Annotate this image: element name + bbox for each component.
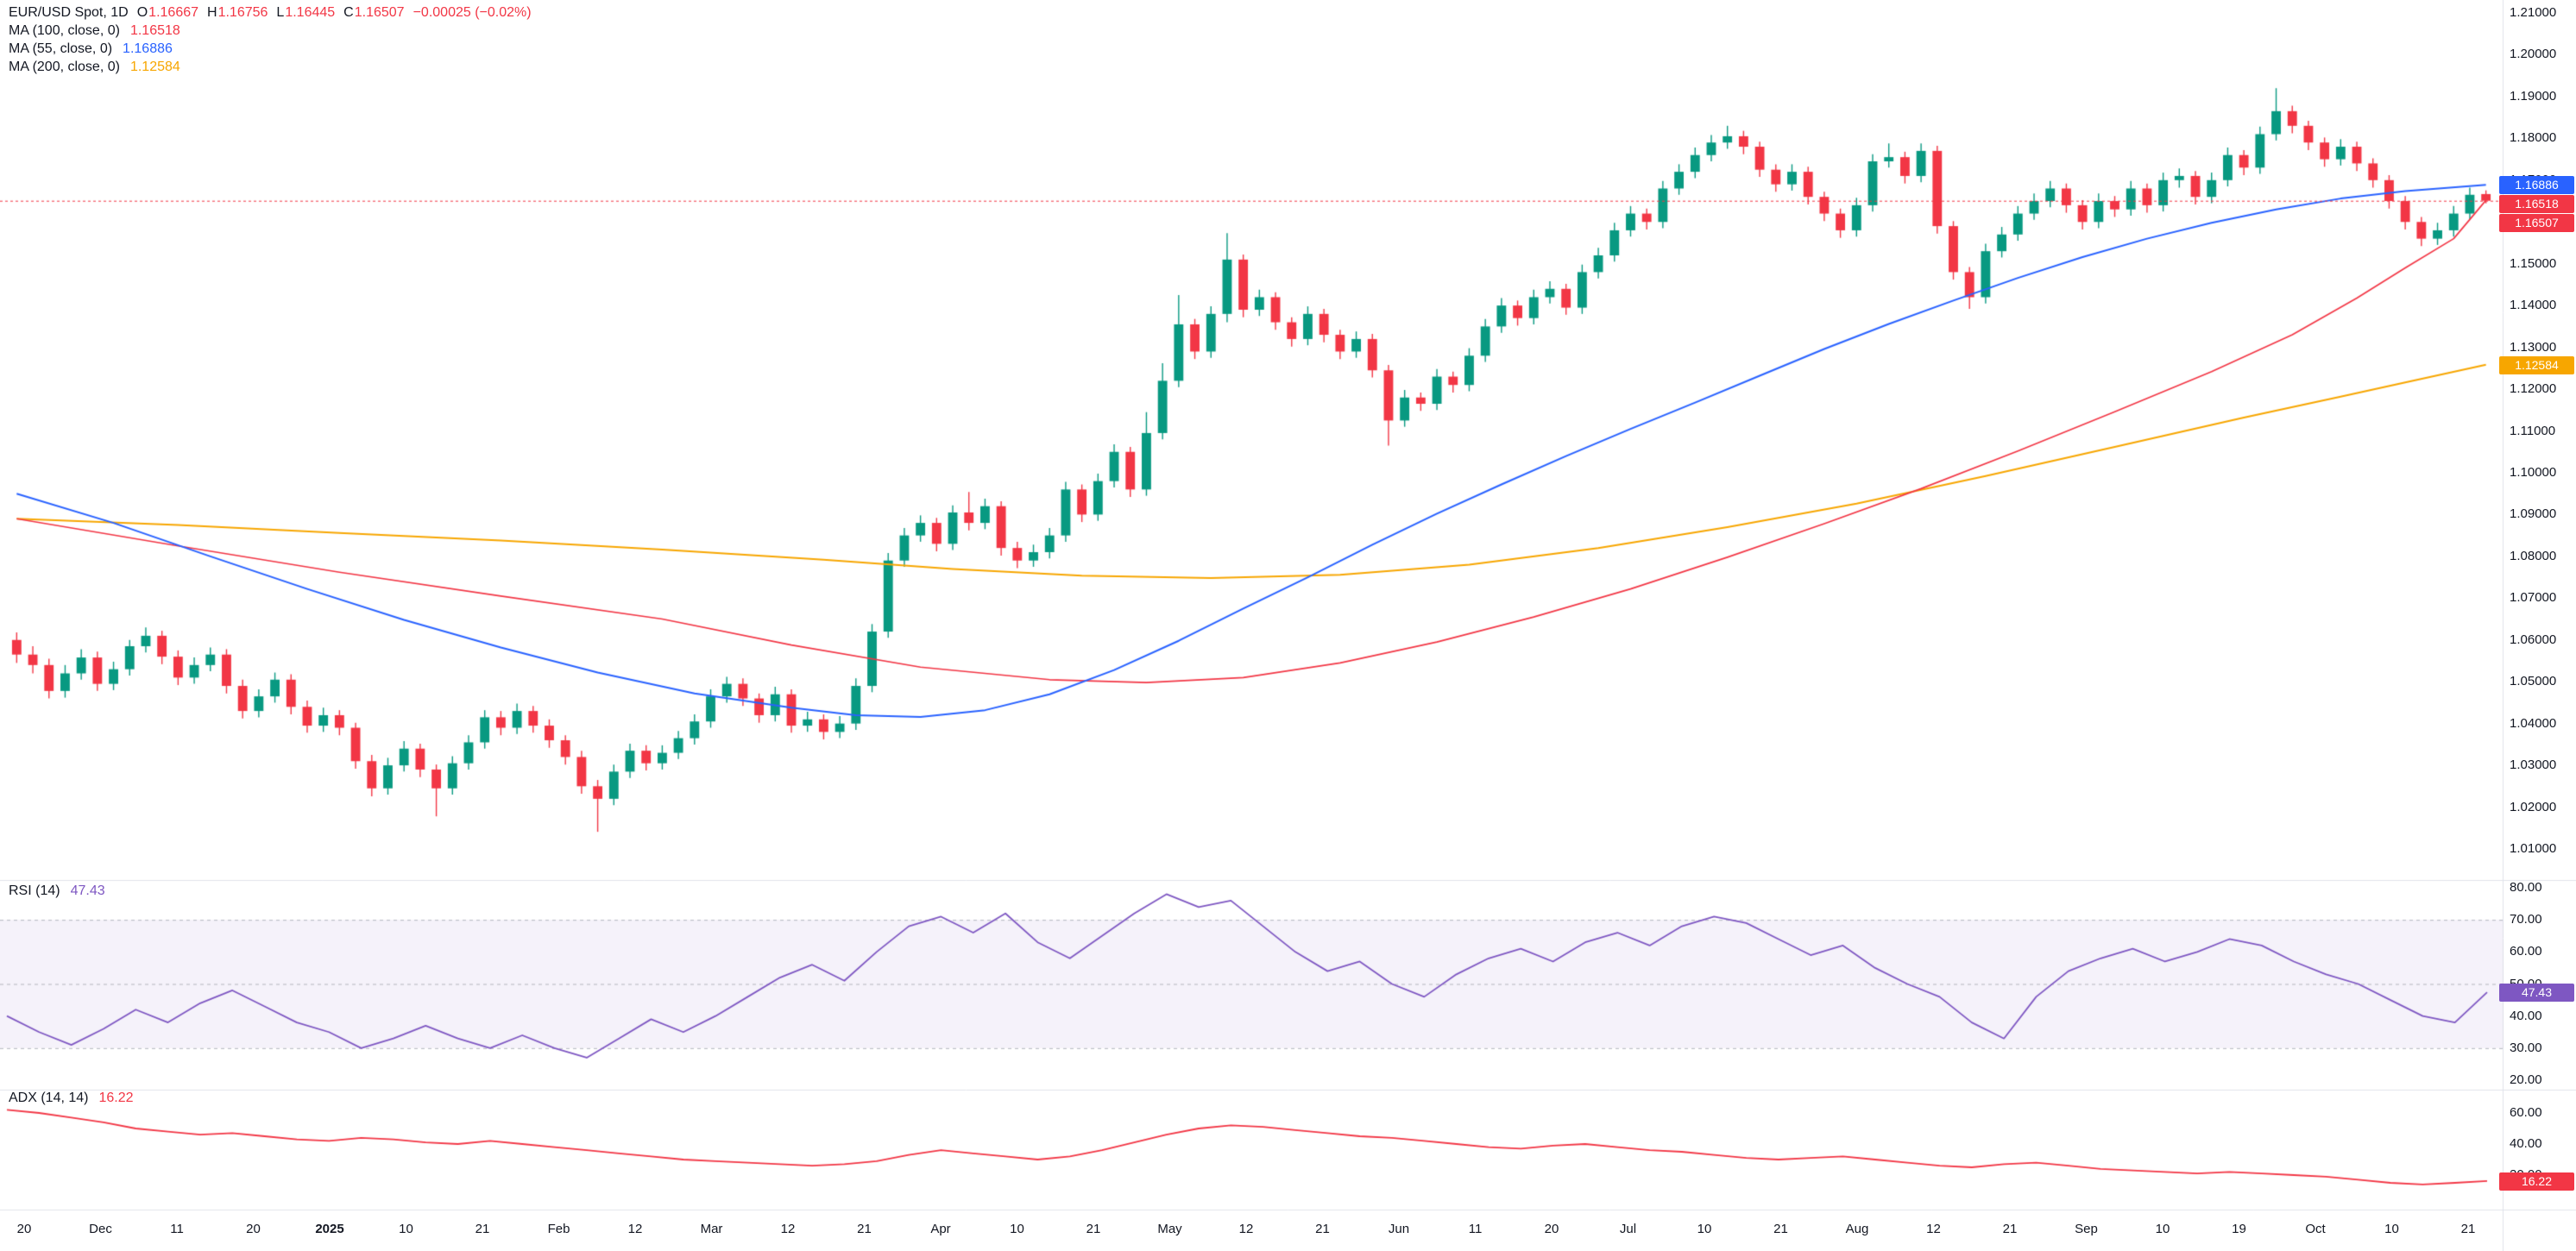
ma-55-label: MA (55, close, 0) <box>9 41 113 56</box>
time-axis-label: 11 <box>170 1222 184 1236</box>
price-tick-label: 1.18000 <box>2510 130 2557 146</box>
time-axis-label: 12 <box>1926 1222 1941 1236</box>
price-tick-label: 1.11000 <box>2510 423 2556 438</box>
adx-label: ADX (14, 14) <box>9 1091 89 1105</box>
time-axis-label: Feb <box>547 1222 570 1236</box>
axis-price-badge: 47.43 <box>2499 984 2574 1003</box>
rsi-tick-label: 60.00 <box>2510 944 2542 959</box>
adx-value: 16.22 <box>98 1091 134 1105</box>
rsi-tick-label: 40.00 <box>2510 1008 2542 1023</box>
time-axis-label: 21 <box>1773 1222 1788 1236</box>
time-axis-label: 12 <box>780 1222 796 1236</box>
price-tick-label: 1.05000 <box>2510 674 2557 689</box>
price-tick-label: 1.08000 <box>2510 548 2557 563</box>
time-axis-label: 10 <box>2384 1222 2399 1236</box>
ma-100-label: MA (100, close, 0) <box>9 23 120 38</box>
time-axis-label: 12 <box>627 1222 643 1236</box>
price-tick-label: 1.12000 <box>2510 381 2557 397</box>
rsi-tick-label: 80.00 <box>2510 880 2542 895</box>
adx-tick-label: 40.00 <box>2510 1136 2542 1151</box>
ma-200-label: MA (200, close, 0) <box>9 60 120 74</box>
time-axis-label: Mar <box>700 1222 723 1236</box>
price-tick-label: 1.19000 <box>2510 88 2557 104</box>
time-axis-label: 21 <box>1086 1222 1101 1236</box>
adx-legend[interactable]: ADX (14, 14) 16.22 <box>9 1091 134 1109</box>
rsi-label: RSI (14) <box>9 883 60 898</box>
rsi-legend[interactable]: RSI (14) 47.43 <box>9 883 105 902</box>
ma-100-value: 1.16518 <box>129 23 180 38</box>
time-axis-label: 2025 <box>315 1222 344 1236</box>
time-axis-label: 20 <box>16 1222 32 1236</box>
ma-55-row[interactable]: MA (55, close, 0) 1.16886 <box>9 41 532 60</box>
price-tick-label: 1.15000 <box>2510 255 2557 271</box>
adx-tick-label: 60.00 <box>2510 1105 2542 1120</box>
price-tick-label: 1.04000 <box>2510 715 2557 731</box>
time-axis-label: Sep <box>2075 1222 2098 1236</box>
price-tick-label: 1.01000 <box>2510 841 2557 856</box>
time-axis-label: 20 <box>246 1222 261 1236</box>
time-axis-label: Jun <box>1388 1222 1410 1236</box>
axis-price-badge: 1.16886 <box>2499 176 2574 195</box>
time-axis-label: 21 <box>1315 1222 1330 1236</box>
price-tick-label: 1.20000 <box>2510 47 2557 62</box>
price-tick-label: 1.21000 <box>2510 5 2557 20</box>
time-axis-label: 21 <box>475 1222 490 1236</box>
price-tick-label: 1.07000 <box>2510 590 2557 606</box>
time-axis-label: Aug <box>1845 1222 1869 1236</box>
rsi-tick-label: 30.00 <box>2510 1040 2542 1055</box>
axis-price-badge: 16.22 <box>2499 1172 2574 1191</box>
time-axis-label: 19 <box>2232 1222 2246 1236</box>
price-tick-label: 1.14000 <box>2510 298 2557 313</box>
time-axis-label: Apr <box>930 1222 951 1236</box>
ma-55-value: 1.16886 <box>123 41 173 56</box>
time-axis-label: 12 <box>1238 1222 1254 1236</box>
time-axis-label: Jul <box>1619 1222 1637 1236</box>
time-axis-label: 10 <box>1010 1222 1024 1236</box>
price-tick-label: 1.02000 <box>2510 799 2557 814</box>
ma-200-row[interactable]: MA (200, close, 0) 1.12584 <box>9 60 532 78</box>
time-axis-label: 10 <box>399 1222 413 1236</box>
ohlc-close: C1.16507 <box>343 5 405 20</box>
ma-200-value: 1.12584 <box>129 60 180 74</box>
ma-100-row[interactable]: MA (100, close, 0) 1.16518 <box>9 23 532 41</box>
time-axis-label: 11 <box>1468 1222 1483 1236</box>
time-axis-label: May <box>1157 1222 1182 1236</box>
time-axis-label: Dec <box>89 1222 112 1236</box>
change-value: −0.00025 (−0.02%) <box>413 5 532 20</box>
ohlc-high: H1.16756 <box>207 5 268 20</box>
price-tick-label: 1.10000 <box>2510 464 2557 480</box>
axis-price-badge: 1.16518 <box>2499 195 2574 214</box>
time-axis-label: 10 <box>2155 1222 2170 1236</box>
time-axis-label: 21 <box>2002 1222 2018 1236</box>
time-axis-label: 10 <box>1697 1222 1712 1236</box>
ohlc-low: L1.16445 <box>276 5 336 20</box>
rsi-value: 47.43 <box>70 883 105 898</box>
time-axis-label: 21 <box>2460 1222 2476 1236</box>
time-axis-label: 21 <box>857 1222 872 1236</box>
price-tick-label: 1.13000 <box>2510 339 2557 355</box>
time-axis-label: Oct <box>2305 1222 2326 1236</box>
rsi-tick-label: 20.00 <box>2510 1072 2542 1087</box>
axis-price-badge: 1.16507 <box>2499 214 2574 233</box>
symbol-row[interactable]: EUR/USD Spot, 1D O1.16667 H1.16756 L1.16… <box>9 5 532 23</box>
symbol-title: EUR/USD Spot, 1D <box>9 5 129 20</box>
main-legend: EUR/USD Spot, 1D O1.16667 H1.16756 L1.16… <box>9 5 532 78</box>
ohlc-open: O1.16667 <box>136 5 199 20</box>
time-axis-label: 20 <box>1544 1222 1559 1236</box>
price-tick-label: 1.03000 <box>2510 758 2557 773</box>
price-tick-label: 1.09000 <box>2510 506 2557 522</box>
rsi-tick-label: 70.00 <box>2510 912 2542 927</box>
price-tick-label: 1.06000 <box>2510 632 2557 647</box>
axis-price-badge: 1.12584 <box>2499 355 2574 374</box>
